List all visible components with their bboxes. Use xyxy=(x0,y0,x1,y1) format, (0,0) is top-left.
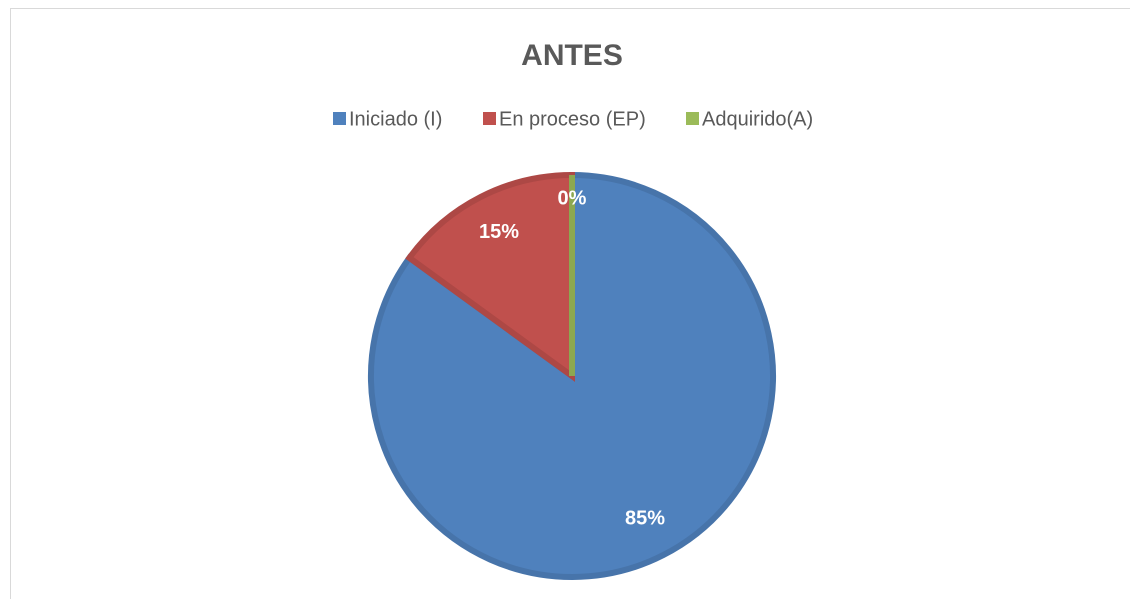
legend-swatch xyxy=(333,112,346,125)
data-label: 15% xyxy=(479,221,519,243)
chart-title: ANTES xyxy=(521,39,623,72)
legend-label: Adquirido(A) xyxy=(702,108,813,130)
pie-slice xyxy=(405,171,575,382)
legend-label: En proceso (EP) xyxy=(499,108,646,130)
data-label: 0% xyxy=(558,187,587,209)
legend-swatch xyxy=(483,112,496,125)
legend-swatch xyxy=(686,112,699,125)
data-label: 85% xyxy=(625,508,665,530)
legend-label: Iniciado (I) xyxy=(349,108,442,130)
